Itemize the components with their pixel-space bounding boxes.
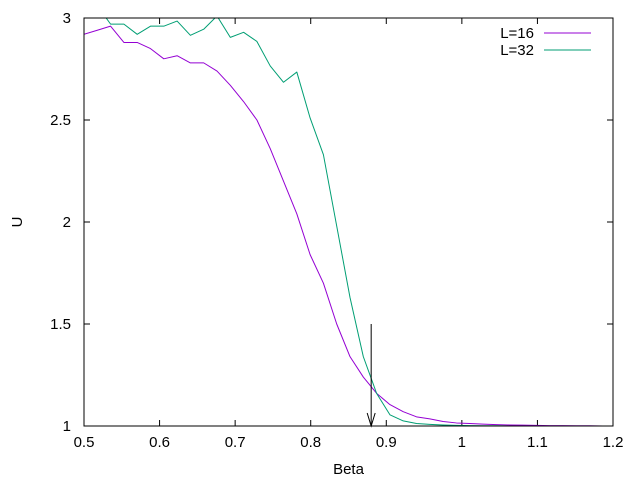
x-tick-label: 0.6 (149, 434, 170, 451)
x-tick-label: 0.5 (74, 434, 95, 451)
tick-labels: 0.5 0.6 0.7 0.8 0.9 1 1.1 1.2 1 1.5 2 2.5 3 (50, 10, 623, 451)
y-tick-label: 3 (63, 10, 71, 27)
x-axis-label: Beta (333, 461, 365, 478)
x-tick-label: 0.8 (300, 434, 321, 451)
series-line-l-32 (105, 18, 603, 426)
legend-label: L=32 (500, 42, 534, 59)
series-line-l-16 (84, 25, 603, 426)
plot-frame (83, 17, 614, 427)
tick-marks (83, 17, 614, 427)
legend-label: L=16 (500, 25, 534, 42)
annotations (366, 324, 376, 428)
y-tick-label: 2 (63, 214, 71, 231)
series-lines (84, 18, 603, 426)
legend: L=16L=32 (500, 25, 591, 59)
y-tick-label: 1 (63, 418, 71, 435)
y-tick-label: 2.5 (50, 112, 71, 129)
x-tick-label: 1.2 (603, 434, 624, 451)
x-tick-label: 1.1 (527, 434, 548, 451)
y-axis-label: U (9, 217, 26, 228)
y-tick-label: 1.5 (50, 316, 71, 333)
x-tick-label: 0.7 (225, 434, 246, 451)
x-tick-label: 1 (458, 434, 466, 451)
x-tick-label: 0.9 (376, 434, 397, 451)
